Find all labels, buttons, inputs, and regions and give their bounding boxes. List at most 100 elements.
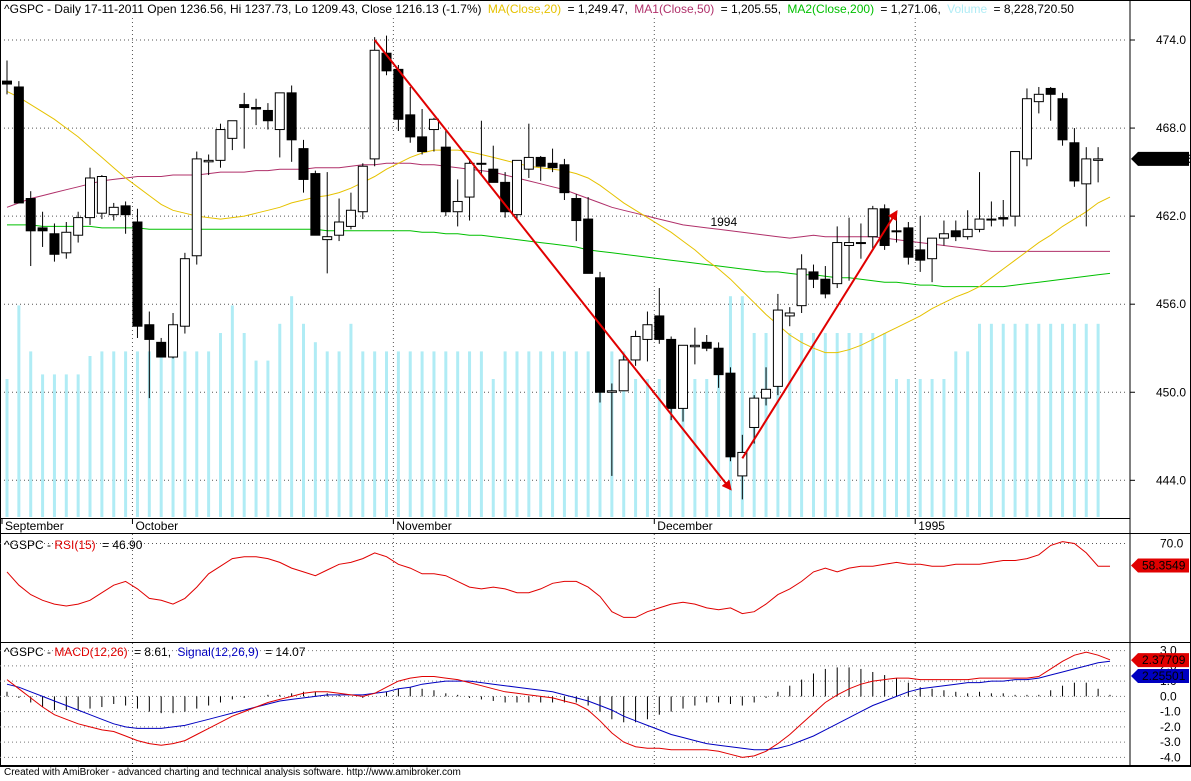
candle-body-down [120, 205, 131, 216]
candle-body-down [903, 227, 914, 258]
volume-bar [1061, 323, 1065, 517]
volume-bar [634, 379, 638, 517]
candle-body-down [310, 173, 321, 236]
volume-bar [1096, 323, 1100, 517]
volume-bar [325, 351, 329, 517]
volume-bar [313, 342, 317, 517]
volume-bar [112, 351, 116, 517]
candle-body-up [986, 218, 997, 221]
candle-body-down [156, 341, 167, 358]
month-label: September [5, 519, 64, 533]
candle-body-down [1057, 98, 1068, 141]
candle-body-down [713, 347, 724, 376]
candle-body-down [132, 221, 143, 327]
candle-body-down [583, 218, 594, 274]
candle-body-down [654, 315, 665, 340]
price-tick-label: 468.0 [1156, 121, 1186, 135]
candle-body-up [1010, 151, 1021, 217]
volume-bar [396, 351, 400, 517]
ma200-label: MA2(Close,200) [787, 2, 874, 16]
candle-body-down [547, 162, 558, 169]
volume-bar [491, 379, 495, 517]
volume-bar [978, 323, 982, 517]
candle-body-down [25, 198, 36, 232]
candle-body-up [891, 230, 902, 233]
signal-name: Signal(12,26,9) [177, 645, 258, 659]
volume-bar [17, 305, 21, 517]
candle-body-down [820, 278, 831, 295]
month-label: November [396, 519, 451, 533]
candle-body-down [571, 198, 582, 222]
last-price-box [1131, 151, 1189, 166]
rsi-prefix: ^GSPC - [4, 538, 54, 552]
candle-body-up [867, 208, 878, 238]
volume-bar [432, 351, 436, 517]
rsi-last-box [1131, 558, 1189, 573]
candle-body-up [334, 221, 345, 236]
candle-body-down [251, 107, 262, 110]
volume-bar [859, 333, 863, 517]
symbol-line: ^GSPC - Daily 17-11-2011 Open 1236.56, H… [4, 2, 481, 16]
volume-bar [302, 323, 305, 517]
macd-last-box [1131, 653, 1189, 668]
ma200-line [7, 224, 1111, 288]
signal-line [6, 660, 1111, 751]
candle-body-up [428, 118, 439, 131]
footer-credit: Created with AmiBroker - advanced charti… [4, 767, 461, 778]
volume-bar [5, 379, 9, 517]
moving-average-lines [6, 90, 1111, 354]
volume-bar [124, 351, 128, 517]
volume-bar [823, 333, 827, 517]
volume-bar [408, 351, 412, 517]
candle-body-up [369, 49, 380, 160]
candle-body-down [595, 277, 605, 393]
candle-body-up [179, 258, 190, 327]
volume-bar [337, 351, 341, 517]
month-label: December [657, 519, 712, 533]
candle-body-up [1021, 98, 1032, 160]
volume-bar [444, 351, 448, 517]
volume-bar [1037, 323, 1041, 517]
trend-arrows [373, 39, 898, 491]
volume-bar [254, 360, 258, 517]
candle-body-down [405, 114, 416, 138]
volume-bar [479, 351, 483, 517]
candle-body-up [618, 359, 629, 392]
volume-bar [147, 351, 151, 517]
candle-body-up [832, 242, 843, 285]
volume-bar [586, 351, 590, 517]
axis-labels: 474.0 468.0 462.0 456.0 450.0 444.0 September O… [1, 33, 1191, 533]
candle-body-down [915, 249, 926, 261]
candle-body-up [1033, 93, 1044, 103]
candle-body-up [215, 129, 226, 161]
volume-bar [171, 351, 175, 517]
volume-bar [776, 333, 780, 517]
volume-bar [29, 351, 33, 517]
volume-bar [539, 351, 543, 517]
macd-tick-label: -2.0 [1160, 720, 1181, 734]
candle-body-up [761, 388, 772, 399]
candle-body-up [523, 156, 534, 170]
candle-body-up [844, 242, 855, 246]
candle-body-down [49, 233, 60, 255]
volume-bar [551, 351, 555, 517]
volume-bar [100, 351, 104, 517]
volume-bar [681, 379, 685, 517]
volume-bar [883, 333, 887, 517]
volume-bar [278, 323, 282, 517]
candle-body-up [796, 268, 807, 307]
volume-bar [835, 333, 839, 517]
volume-bar [135, 351, 139, 517]
candle-body-down [298, 148, 309, 180]
candle-body-down [37, 227, 48, 232]
candle-body-up [61, 231, 72, 254]
volume-bar [218, 333, 222, 517]
price-tick-label: 474.0 [1156, 33, 1186, 47]
rsi-header: ^GSPC - RSI(15) = 46.90 [4, 538, 143, 552]
candle-body-up [855, 242, 866, 245]
price-header: ^GSPC - Daily 17-11-2011 Open 1236.56, H… [4, 2, 1074, 16]
volume-bar [349, 323, 353, 517]
volume-bar [966, 351, 970, 517]
volume-bar [740, 296, 744, 517]
